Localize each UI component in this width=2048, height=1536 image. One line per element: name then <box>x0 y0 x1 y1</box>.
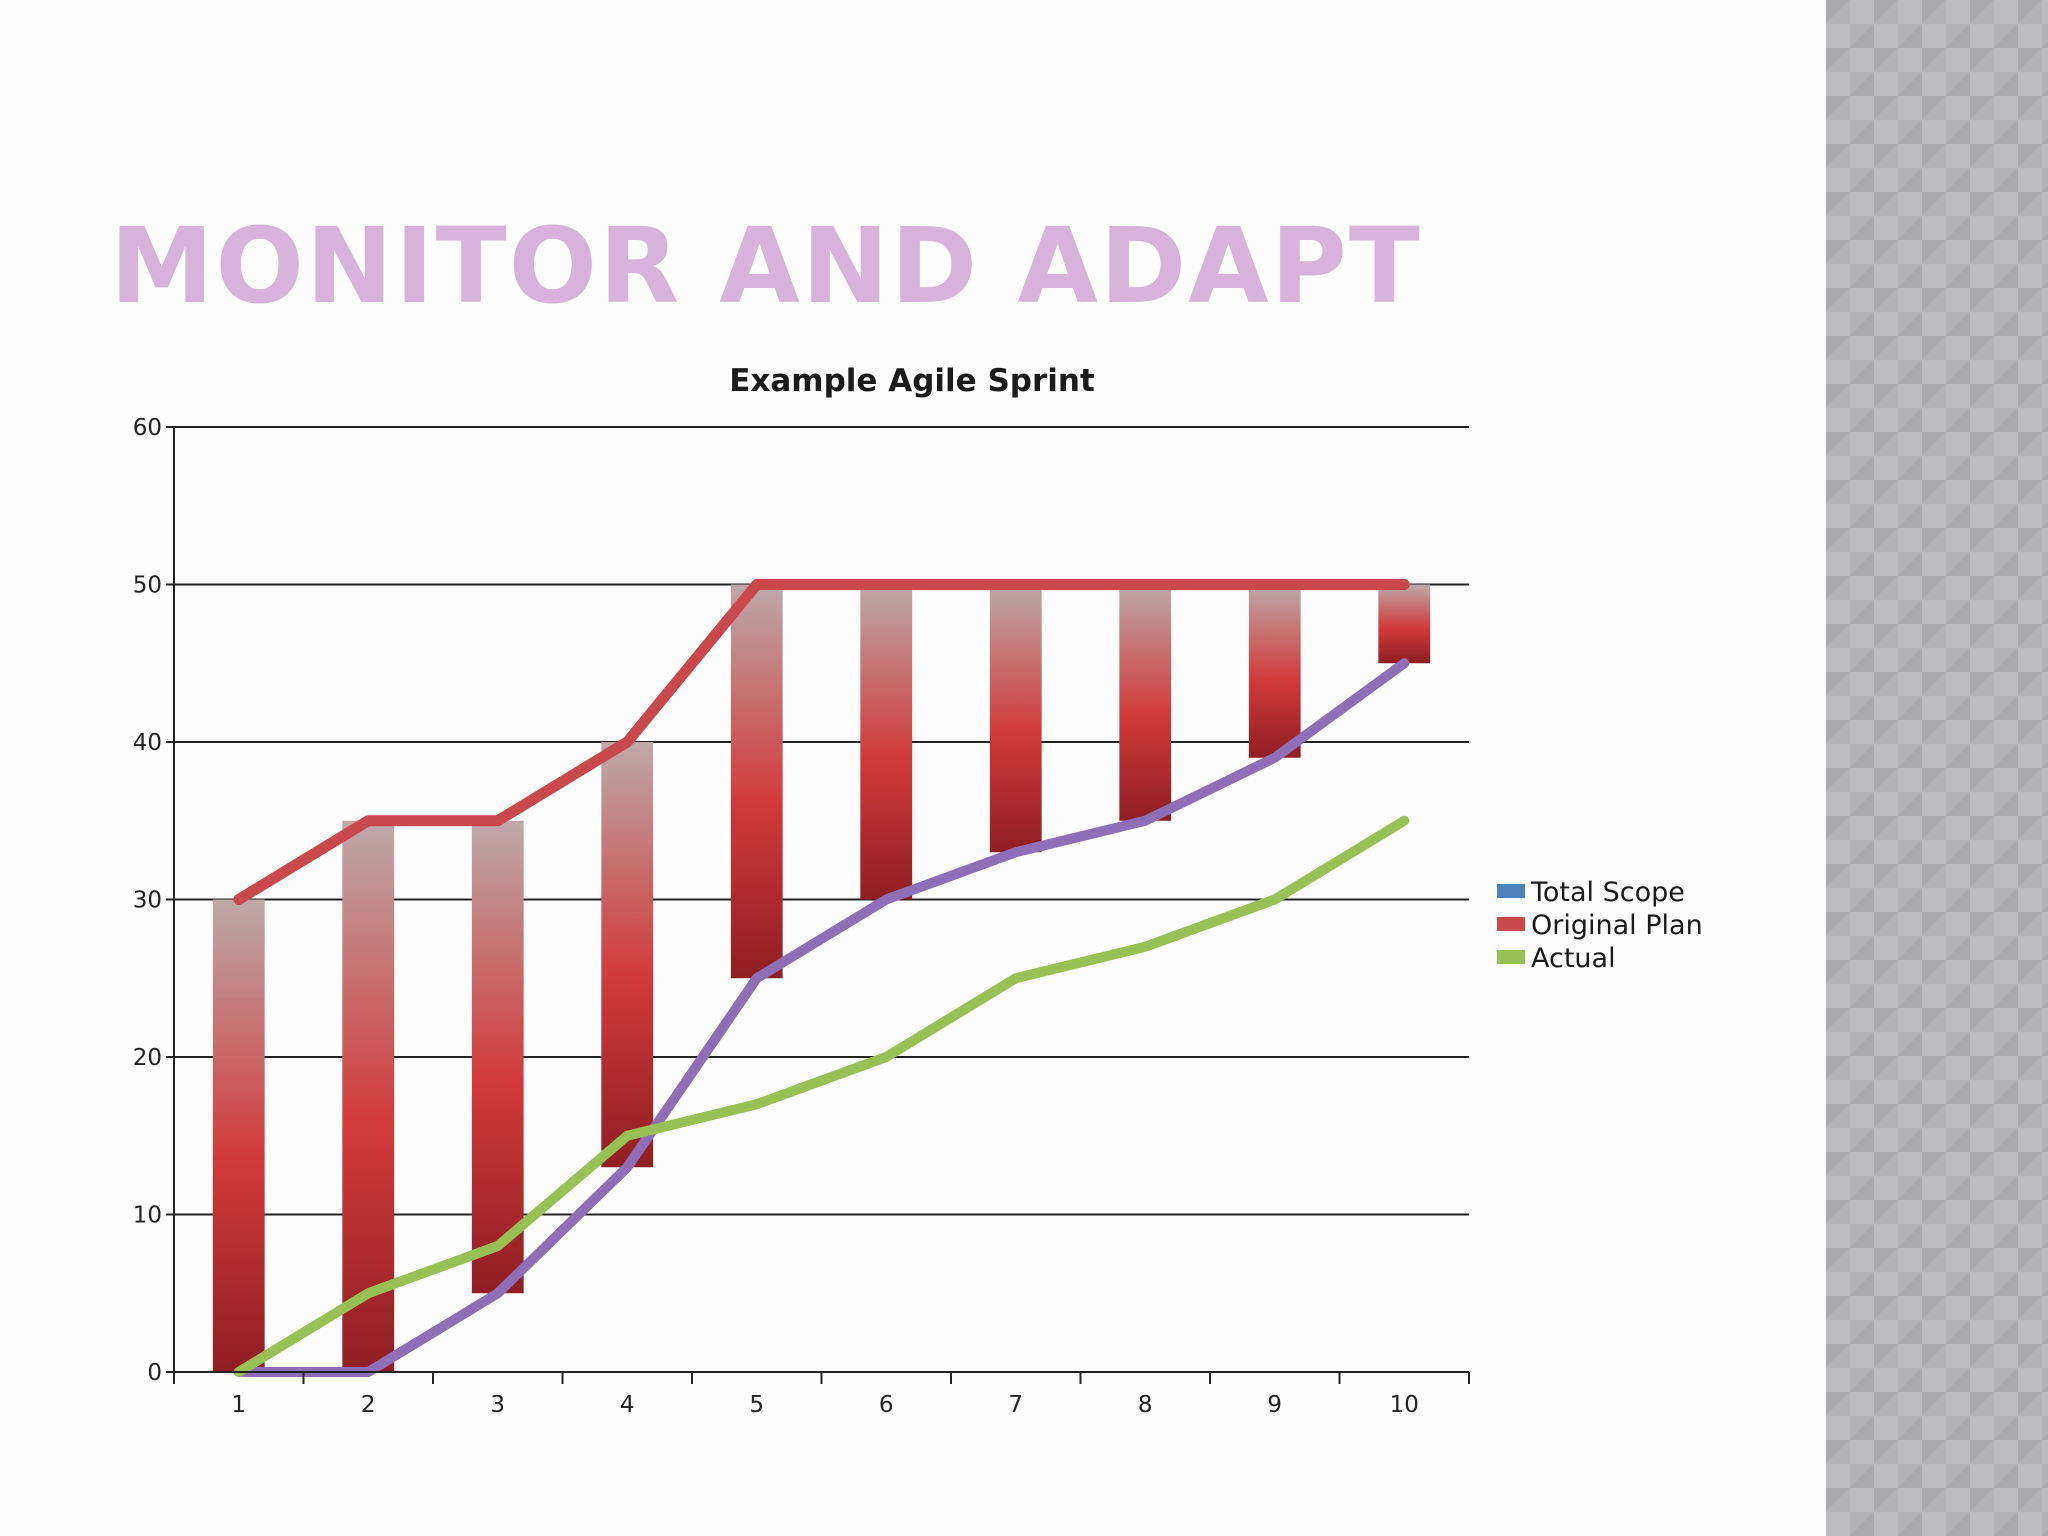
y-tick-label: 20 <box>133 1045 162 1071</box>
slide-title: MONITOR AND ADAPT <box>110 205 1422 327</box>
x-tick-label: 4 <box>620 1392 635 1418</box>
chart: Example Agile Sprint 0 10 20 30 40 50 60 1 2 3 4 5 6… <box>133 363 1703 1418</box>
range-bar <box>1248 584 1301 758</box>
legend-swatch-original-plan <box>1497 917 1525 931</box>
x-tick-label: 5 <box>749 1392 764 1418</box>
slide: MONITOR AND ADAPT <box>110 205 1422 327</box>
range-bar <box>601 742 654 1168</box>
x-tick-label: 2 <box>361 1392 376 1418</box>
range-bar <box>342 820 395 1372</box>
range-bar <box>471 820 524 1294</box>
legend-label-original-plan: Original Plan <box>1531 910 1703 941</box>
range-bar <box>212 899 265 1372</box>
range-bar <box>1119 584 1172 821</box>
x-tick-label: 6 <box>879 1392 894 1418</box>
x-tick-label: 8 <box>1138 1392 1153 1418</box>
series-lines <box>233 579 1410 1377</box>
axes: 0 10 20 30 40 50 60 1 2 3 4 5 6 7 8 9 10 <box>133 415 1470 1418</box>
x-tick-label: 10 <box>1390 1392 1419 1418</box>
series-line-total-scope <box>233 658 1410 1377</box>
legend-swatch-actual <box>1497 950 1525 964</box>
legend-label-actual: Actual <box>1531 943 1616 974</box>
series-line-actual <box>233 815 1410 1377</box>
x-tick-label: 9 <box>1267 1392 1282 1418</box>
range-bar <box>730 584 783 979</box>
y-tick-label: 10 <box>133 1203 162 1229</box>
range-bar <box>860 584 913 900</box>
range-bar <box>989 584 1042 853</box>
x-tick-label: 3 <box>490 1392 505 1418</box>
y-tick-label: 50 <box>133 573 162 599</box>
y-tick-label: 60 <box>133 415 162 441</box>
y-tick-label: 30 <box>133 888 162 914</box>
legend-swatch-total-scope <box>1497 884 1525 898</box>
chart-title: Example Agile Sprint <box>729 363 1095 399</box>
x-tick-label: 7 <box>1008 1392 1023 1418</box>
bars <box>212 584 1431 1372</box>
range-bar <box>1378 584 1431 664</box>
legend-label-total-scope: Total Scope <box>1530 877 1685 908</box>
series-line-original-plan <box>233 579 1410 905</box>
y-tick-label: 0 <box>147 1360 162 1386</box>
side-pattern-panel <box>1826 0 2048 1536</box>
y-tick-label: 40 <box>133 730 162 756</box>
x-tick-label: 1 <box>231 1392 246 1418</box>
